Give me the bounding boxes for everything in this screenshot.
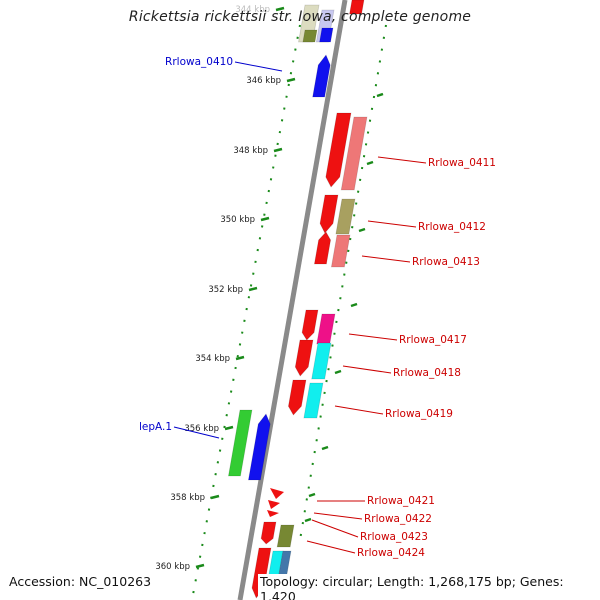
gene-block-rrlowa-0417	[316, 313, 336, 345]
gene-label: Rrlowa_0417	[399, 334, 467, 346]
ruler-tick	[376, 92, 384, 98]
gene-label: Rrlowa_0423	[360, 531, 428, 543]
genome-summary-text: Topology: circular; Length: 1,268,175 bp…	[258, 574, 600, 600]
gene-block	[302, 29, 318, 43]
gene-arrow-rrlowa-0422	[268, 500, 280, 509]
gene-label: Rrlowa_0410	[165, 56, 233, 68]
ruler-tick	[273, 147, 283, 153]
gene-label: Rrlowa_0413	[412, 256, 480, 268]
gene-leader-line	[234, 61, 283, 72]
ruler-tick	[195, 563, 205, 569]
ruler-tick	[358, 227, 366, 233]
gene-block-rrlowa-0413	[330, 234, 351, 268]
ruler-tick-label: 360 kbp	[155, 562, 190, 572]
ruler-tick-label: 346 kbp	[246, 76, 281, 86]
ruler-tick	[286, 77, 296, 83]
ruler-tick	[366, 160, 374, 166]
ruler-tick	[275, 6, 285, 12]
gene-arrow-rrlowa-0413	[313, 231, 332, 265]
gene-block	[276, 524, 295, 548]
gene-block-lepa-1	[227, 409, 253, 477]
gene-label: Rrlowa_0421	[367, 495, 435, 507]
ruler-tick	[235, 355, 245, 361]
gene-label: lepA.1	[139, 421, 172, 433]
gene-arrow-rrlowa-0423	[267, 510, 279, 517]
ruler-tick	[224, 425, 234, 431]
gene-leader-line	[311, 519, 359, 538]
ruler-tick-label: 348 kbp	[233, 146, 268, 156]
gene-block	[319, 27, 334, 43]
gene-arrow-rrlowa-0419	[287, 379, 307, 416]
left-ruler-dots	[191, 24, 301, 600]
gene-label: Rrlowa_0411	[428, 157, 496, 169]
ruler-tick-label: 352 kbp	[208, 285, 243, 295]
gene-block-rrlowa-0412	[335, 198, 356, 235]
gene-label: Rrlowa_0412	[418, 221, 486, 233]
gene-arrow-rrlowa-0417	[301, 309, 319, 341]
map-title: Rickettsia rickettsii str. Iowa, complet…	[128, 9, 472, 25]
ruler-tick	[350, 302, 358, 308]
backbone-line	[237, 0, 348, 600]
gene-label: Rrlowa_0418	[393, 367, 461, 379]
ruler-tick-label: 350 kbp	[220, 215, 255, 225]
right-ruler-dots	[299, 24, 387, 541]
gene-arrow-lepa-1	[247, 413, 271, 481]
gene-arrow-rrlowa-0411	[325, 112, 352, 188]
gene-arrow-rrlowa-0418	[294, 339, 314, 377]
gene-leader-line	[334, 405, 384, 415]
gene-arrow-rrlowa-0421	[270, 488, 284, 499]
gene-leader-line	[342, 365, 392, 374]
gene-block-rrlowa-0418	[311, 342, 332, 380]
ruler-tick-label: 358 kbp	[170, 493, 205, 503]
ruler-tick-label: 356 kbp	[184, 424, 219, 434]
gene-block-rrlowa-0419	[303, 382, 324, 419]
ruler-tick	[334, 369, 342, 375]
gene-leader-line	[313, 512, 363, 520]
gene-label: Rrlowa_0424	[357, 547, 425, 559]
gene-arrow-rrlowa-0424	[260, 521, 277, 545]
gene-leader-line	[367, 220, 417, 228]
gene-label: Rrlowa_0419	[385, 408, 453, 420]
gene-block	[349, 0, 365, 15]
gene-block-rrlowa-0411	[340, 116, 368, 191]
gene-leader-line	[173, 426, 220, 439]
gene-leader-line	[361, 255, 411, 263]
gene-arrow-rrlowa-0410	[312, 54, 331, 98]
ruler-tick-label: 344 kbp	[235, 5, 270, 15]
gene-leader-line	[348, 333, 398, 341]
gene-label: Rrlowa_0422	[364, 513, 432, 525]
gene-leader-line	[377, 156, 427, 164]
ruler-tick	[210, 494, 220, 500]
ruler-tick	[308, 492, 316, 498]
ruler-tick	[304, 517, 312, 523]
ruler-tick	[248, 286, 258, 292]
accession-text: Accession: NC_010263	[7, 574, 154, 589]
gene-arrow-rrlowa-0412	[319, 194, 339, 234]
ruler-tick	[321, 445, 329, 451]
ruler-tick	[260, 216, 270, 222]
gene-leader-line	[306, 540, 356, 554]
ruler-tick-label: 354 kbp	[195, 354, 230, 364]
